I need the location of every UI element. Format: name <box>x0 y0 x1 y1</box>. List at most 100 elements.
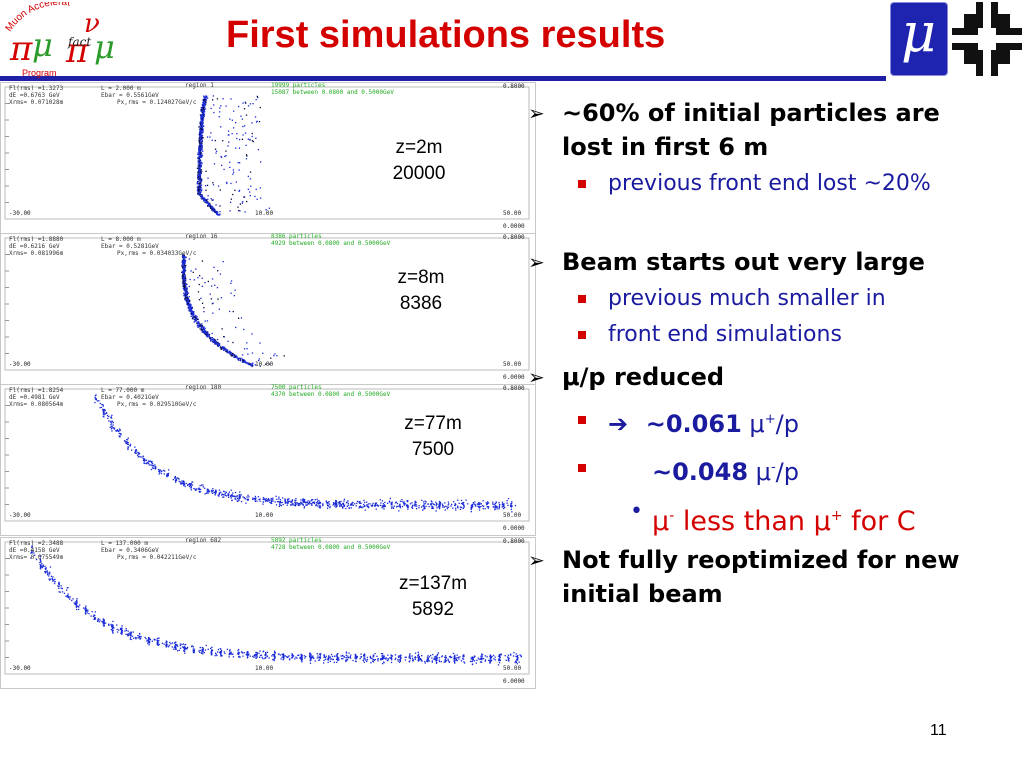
particle-point <box>243 361 245 363</box>
particle-point <box>399 500 402 502</box>
particle-point <box>441 503 444 505</box>
particle-point <box>312 499 314 501</box>
particle-point <box>334 505 336 507</box>
particle-point <box>454 656 456 658</box>
particle-point <box>247 138 249 140</box>
particle-point <box>111 420 114 422</box>
particle-point <box>213 104 215 106</box>
particle-point <box>396 505 398 507</box>
particle-point <box>264 654 266 656</box>
particle-point <box>184 260 186 262</box>
particle-point <box>399 660 402 662</box>
particle-point <box>220 650 223 652</box>
particle-point <box>286 504 288 506</box>
particle-point <box>498 659 501 661</box>
particle-point <box>112 427 114 429</box>
particle-point <box>199 151 201 153</box>
particle-point <box>76 608 78 611</box>
particle-point <box>143 462 145 464</box>
particle-point <box>78 608 80 611</box>
particle-point <box>217 345 220 347</box>
particle-point <box>195 489 197 491</box>
particle-point <box>487 507 489 509</box>
particle-point <box>207 333 209 335</box>
particle-point <box>512 655 515 657</box>
particle-point <box>339 502 341 504</box>
header-de: dE =0.4981 GeV <box>9 394 60 401</box>
particle-point <box>33 552 35 554</box>
particle-point <box>159 469 161 471</box>
particle-point <box>247 494 249 496</box>
particle-points <box>94 394 517 513</box>
particle-point <box>201 194 203 197</box>
particle-point <box>106 415 109 417</box>
particle-point <box>250 364 252 367</box>
particle-point <box>212 207 214 210</box>
particle-point <box>137 451 139 454</box>
particle-point <box>245 158 248 160</box>
particle-point <box>53 579 55 581</box>
particle-point <box>252 655 254 658</box>
particle-point <box>209 337 211 339</box>
particle-point <box>201 651 203 653</box>
particle-point <box>478 504 480 506</box>
particle-point <box>47 573 49 575</box>
particle-point <box>245 114 248 116</box>
particle-point <box>201 323 203 325</box>
particle-point <box>376 655 378 657</box>
particle-point <box>457 499 459 501</box>
particle-point <box>110 428 113 430</box>
particle-point <box>239 162 241 164</box>
particle-point <box>456 654 458 656</box>
particle-point <box>493 658 495 660</box>
particle-point <box>79 604 81 606</box>
particle-point <box>182 275 184 277</box>
bullet-lost-particles: ➢ ~60% of initial particles are lost in … <box>528 96 962 164</box>
particle-point <box>200 171 202 173</box>
particle-point <box>197 188 199 190</box>
particle-point <box>239 656 241 658</box>
particle-point <box>179 481 181 483</box>
particle-point <box>197 170 199 172</box>
particle-point <box>182 480 185 483</box>
x-mid-tick: 10.00 <box>255 665 274 672</box>
particle-point <box>203 102 205 105</box>
particle-point <box>387 658 389 660</box>
particle-point <box>199 275 201 277</box>
particle-point <box>211 205 213 207</box>
particle-point <box>231 352 234 355</box>
particle-point <box>280 658 282 660</box>
particle-point <box>192 310 194 313</box>
particle-point <box>208 337 211 339</box>
particle-point <box>197 318 199 321</box>
particle-point <box>213 209 215 211</box>
particle-point <box>108 415 110 418</box>
particle-point <box>480 655 482 657</box>
particle-point <box>188 303 190 305</box>
particle-point <box>101 620 103 623</box>
particle-point <box>199 485 201 487</box>
particle-point <box>514 504 517 507</box>
particle-point <box>209 202 211 205</box>
particle-point <box>366 660 368 662</box>
particle-point <box>469 660 472 663</box>
particle-point <box>251 364 254 367</box>
particle-point <box>268 207 270 209</box>
particle-point <box>190 303 192 305</box>
particle-point <box>327 658 329 660</box>
particle-point <box>243 328 245 331</box>
y-max-tick: 0.8000 <box>503 538 525 545</box>
particle-point <box>199 190 201 192</box>
particle-point <box>209 338 211 340</box>
particle-point <box>254 195 256 198</box>
bullet-text-line1: Not fully reoptimized for new <box>562 546 960 574</box>
particle-point <box>516 657 519 659</box>
particle-point <box>186 296 188 298</box>
particle-point <box>134 451 137 453</box>
particle-point <box>197 176 199 179</box>
particle-point <box>124 630 126 632</box>
particle-point <box>351 504 353 506</box>
particle-point <box>97 619 99 622</box>
particle-point <box>206 490 208 492</box>
particle-point <box>135 452 137 454</box>
